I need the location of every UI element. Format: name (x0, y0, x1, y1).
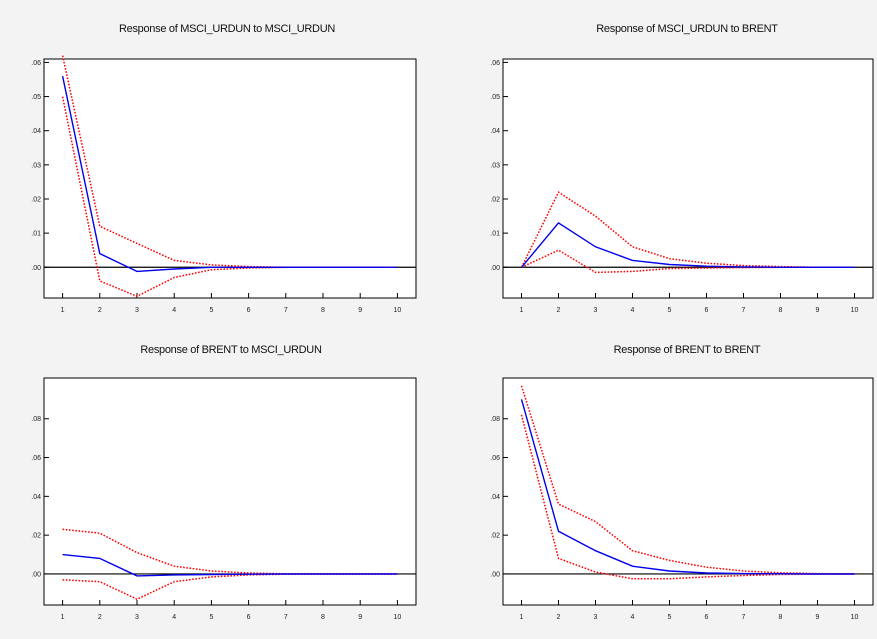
x-tick-label: 5 (209, 307, 213, 314)
y-tick-label: .04 (490, 494, 500, 501)
x-tick-label: 7 (284, 307, 288, 314)
x-tick-label: 1 (61, 614, 65, 621)
x-tick-label: 7 (742, 614, 746, 621)
y-tick-label: .04 (490, 128, 500, 135)
y-tick-label: .02 (490, 533, 500, 540)
x-tick-label: 1 (520, 307, 524, 314)
x-tick-label: 2 (557, 307, 561, 314)
upper-band-line (62, 528, 398, 575)
x-tick-label: 3 (594, 614, 598, 621)
x-tick-label: 2 (98, 307, 102, 314)
x-tick-label: 3 (594, 307, 598, 314)
x-tick-label: 10 (851, 614, 859, 621)
response-line (520, 221, 855, 268)
y-tick-label: .00 (490, 571, 500, 578)
y-tick-label: .00 (490, 265, 500, 272)
x-tick-label: 8 (321, 307, 325, 314)
x-tick-label: 5 (668, 307, 672, 314)
x-tick-label: 2 (98, 614, 102, 621)
panel-title: Response of MSCI_URDUN to BRENT (596, 23, 778, 35)
y-tick-label: .02 (31, 196, 41, 203)
plot-frame (43, 377, 417, 606)
x-tick-label: 10 (394, 307, 402, 314)
y-tick-label: .04 (31, 494, 41, 501)
y-tick-label: .01 (490, 231, 500, 238)
y-tick-label: .06 (490, 455, 500, 462)
y-tick-label: .03 (31, 162, 41, 169)
x-tick-label: 4 (631, 307, 635, 314)
y-tick-label: .00 (31, 265, 41, 272)
x-tick-label: 7 (742, 307, 746, 314)
x-tick-label: 3 (135, 614, 139, 621)
y-tick-label: .02 (490, 196, 500, 203)
panel-msci-to-brent: Response of MSCI_URDUN to BRENT .06 .05 .0… (490, 23, 874, 314)
x-tick-label: 8 (779, 307, 783, 314)
x-tick-label: 8 (321, 614, 325, 621)
panel-brent-to-msci: Response of BRENT to MSCI_URDUN .08 .06 .0… (31, 344, 417, 621)
response-line (62, 553, 398, 577)
y-tick-label: .00 (31, 571, 41, 578)
x-tick-label: 2 (557, 614, 561, 621)
x-tick-label: 6 (247, 307, 251, 314)
x-tick-label: 8 (779, 614, 783, 621)
x-tick-label: 6 (247, 614, 251, 621)
x-tick-label: 4 (631, 614, 635, 621)
y-tick-label: .06 (490, 60, 500, 67)
x-tick-label: 3 (135, 307, 139, 314)
y-tick-label: .05 (490, 94, 500, 101)
x-tick-label: 9 (358, 614, 362, 621)
x-tick-label: 1 (520, 614, 524, 621)
plot-frame (502, 377, 874, 606)
x-tick-label: 9 (816, 307, 820, 314)
x-tick-label: 1 (61, 307, 65, 314)
y-tick-label: .02 (31, 533, 41, 540)
upper-band-line (520, 385, 855, 575)
lower-band-line (62, 573, 398, 601)
y-tick-label: .08 (490, 416, 500, 423)
panel-msci-to-msci: Response of MSCI_URDUN to MSCI_URDUN .06… (31, 23, 417, 314)
x-tick-label: 7 (284, 614, 288, 621)
x-tick-label: 9 (358, 307, 362, 314)
y-tick-label: .06 (31, 60, 41, 67)
y-tick-label: .06 (31, 455, 41, 462)
x-tick-label: 10 (851, 307, 859, 314)
y-tick-label: .01 (31, 231, 41, 238)
y-tick-label: .03 (490, 162, 500, 169)
y-tick-label: .05 (31, 94, 41, 101)
panel-title: Response of MSCI_URDUN to MSCI_URDUN (119, 23, 335, 35)
x-tick-label: 4 (172, 614, 176, 621)
x-tick-label: 10 (394, 614, 402, 621)
upper-band-line (520, 191, 855, 269)
plot-frame (43, 58, 417, 299)
y-tick-label: .04 (31, 128, 41, 135)
x-tick-label: 6 (705, 307, 709, 314)
response-line (61, 75, 398, 273)
response-line (520, 399, 855, 575)
x-tick-label: 5 (209, 614, 213, 621)
lower-band-line (521, 249, 855, 274)
plot-frame (502, 58, 874, 299)
y-tick-label: .08 (31, 416, 41, 423)
x-tick-label: 4 (172, 307, 176, 314)
panel-brent-to-brent: Response of BRENT to BRENT .08 .06 .04 .02.… (490, 344, 874, 621)
x-tick-label: 9 (816, 614, 820, 621)
panel-title: Response of BRENT to BRENT (614, 344, 761, 356)
x-tick-label: 6 (705, 614, 709, 621)
panel-title: Response of BRENT to MSCI_URDUN (140, 344, 322, 356)
lower-band-line (61, 96, 398, 298)
x-tick-label: 5 (668, 614, 672, 621)
